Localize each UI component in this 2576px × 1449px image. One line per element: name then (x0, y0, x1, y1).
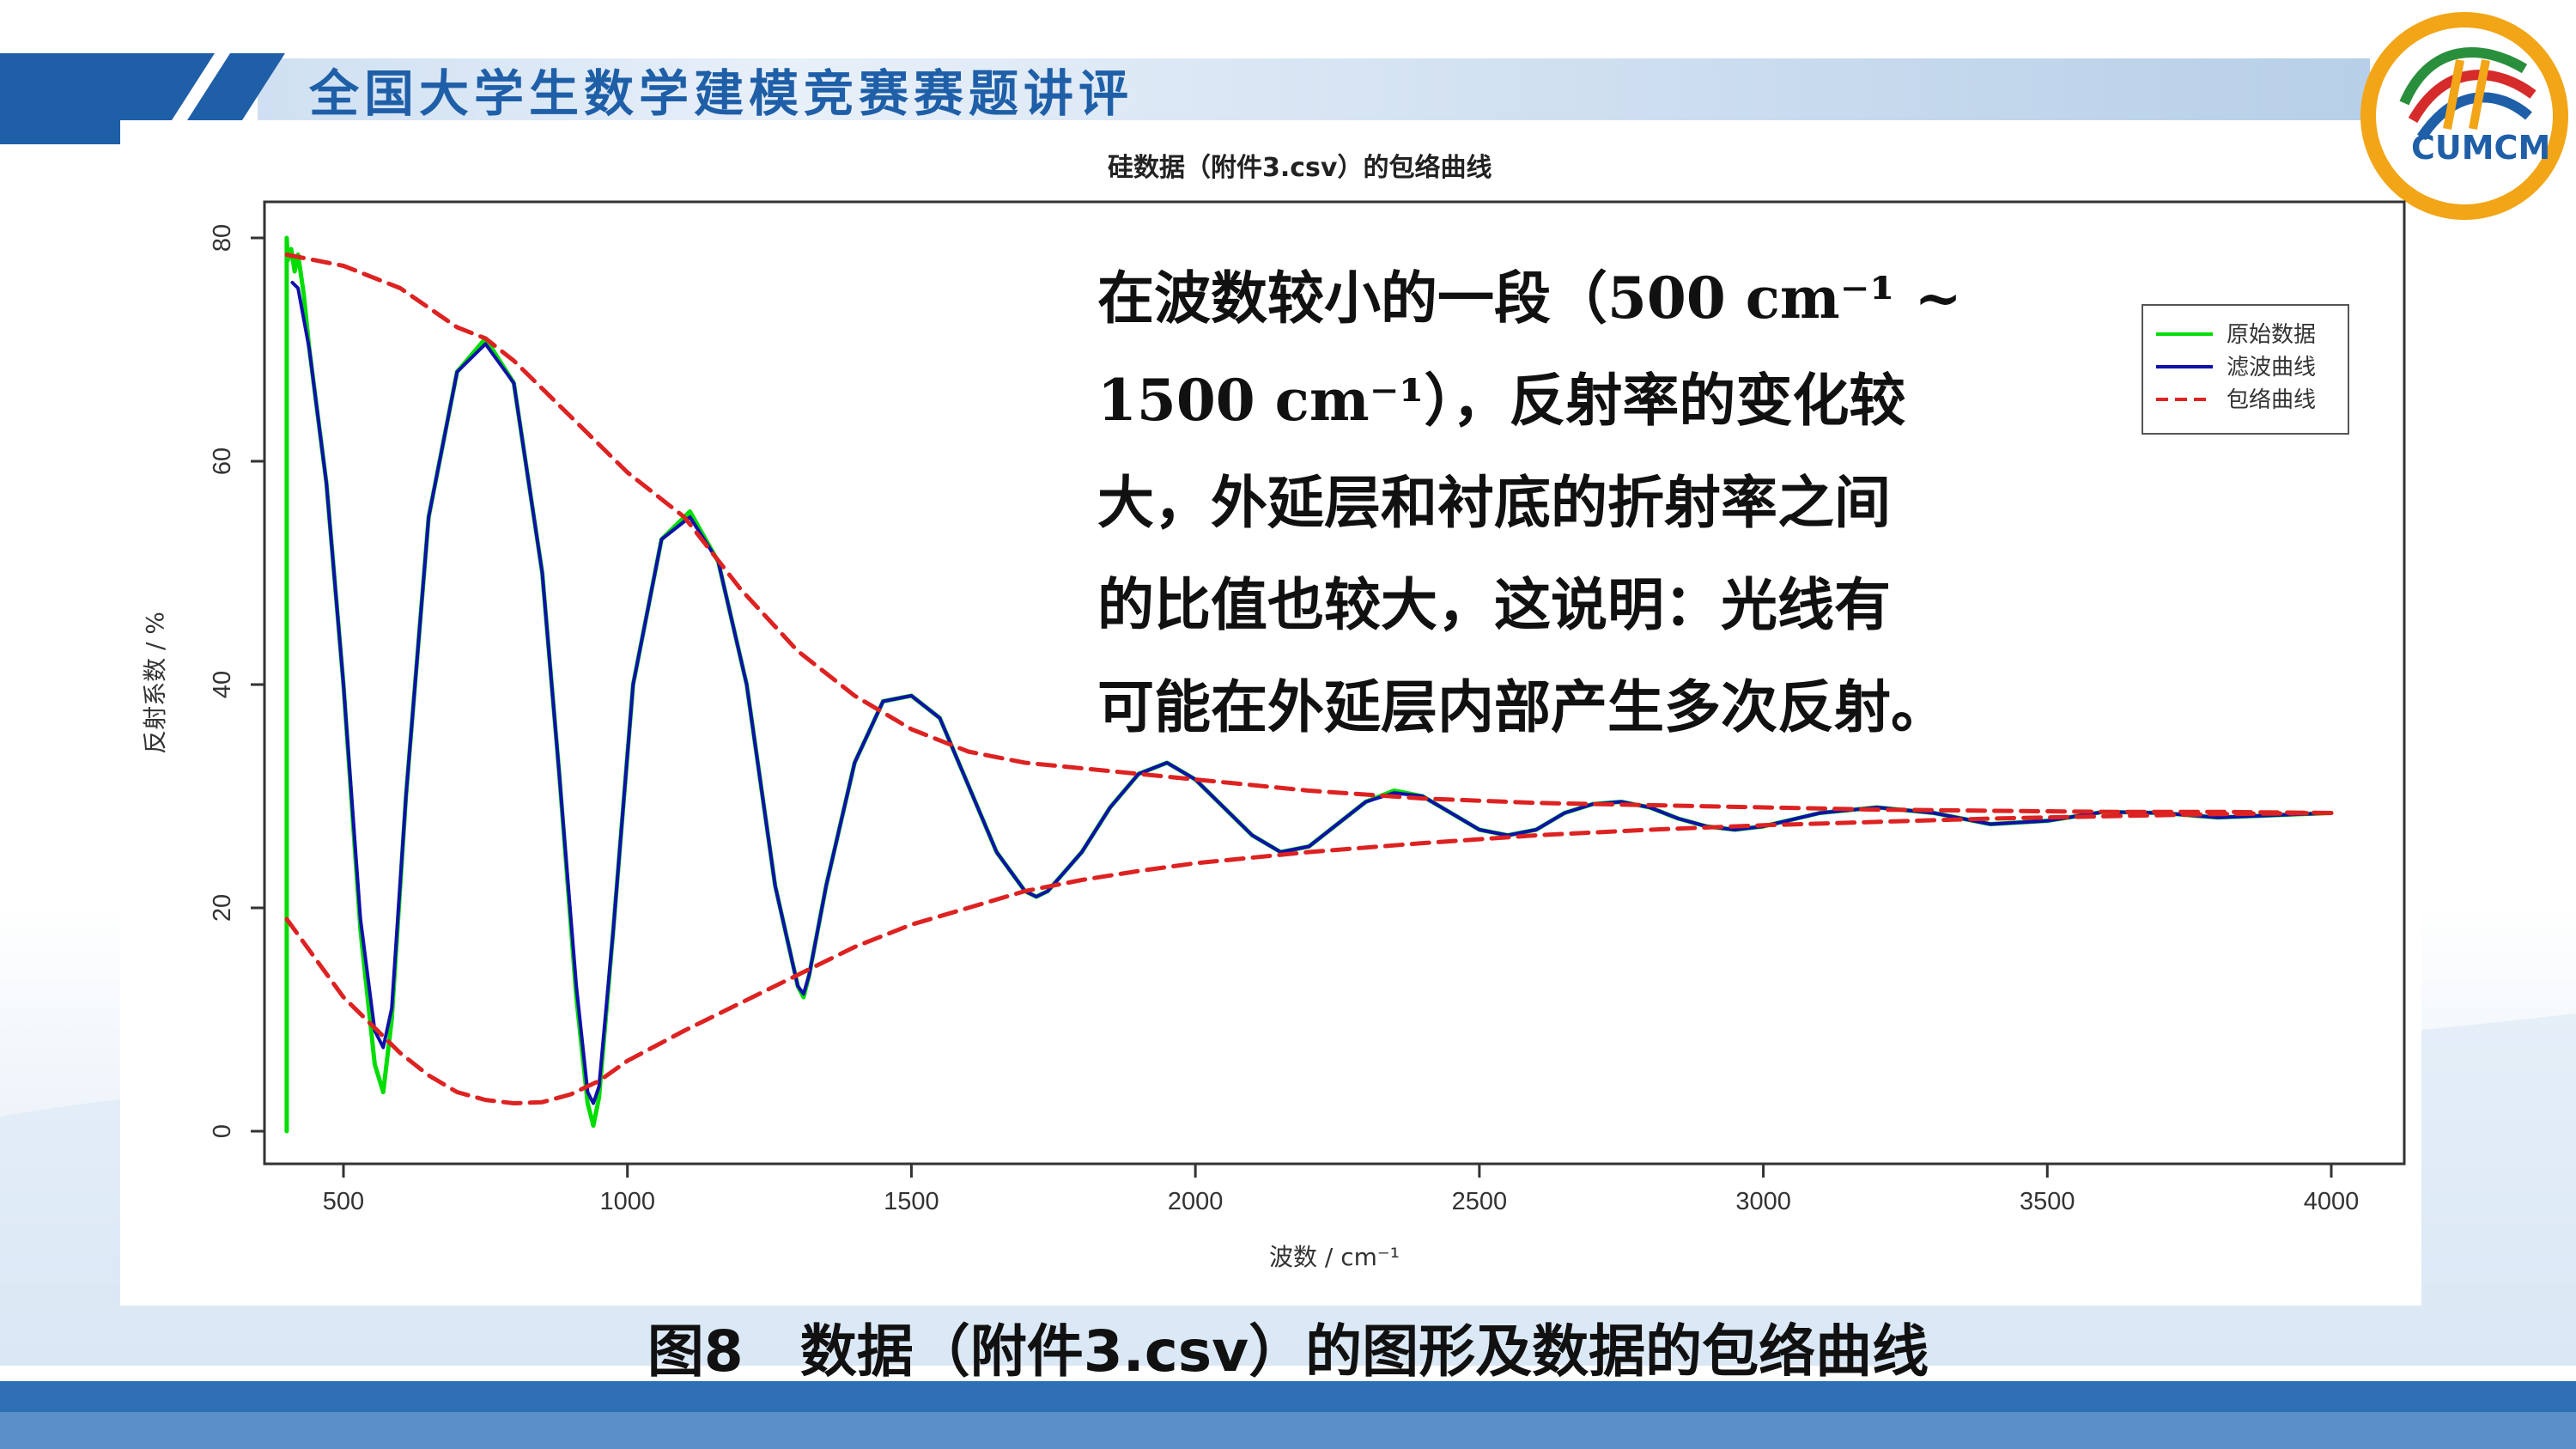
x-tick-label: 500 (323, 1188, 364, 1215)
legend-box (2142, 304, 2349, 435)
x-tick-label: 3000 (1735, 1188, 1791, 1215)
chart: 500 1000 1500 2000 2500 3000 3500 4000 0 20 40 60 80… (141, 200, 2406, 1271)
y-axis-label: 反射系数 / % (141, 612, 169, 754)
callout-line: 可能在外延层内部产生多次反射。 (1097, 673, 1947, 740)
callout-text-box: 在波数较小的一段（500 cm⁻¹ ~ 1500 cm⁻¹），反射率的变化较 大… (1097, 247, 2068, 758)
callout-line: 大，外延层和衬底的折射率之间 (1097, 469, 1891, 536)
y-tick-label: 80 (209, 224, 236, 252)
plot-frame (263, 200, 2406, 1166)
legend-label: 包络曲线 (2227, 387, 2316, 413)
callout-line: 1500 cm⁻¹），反射率的变化较 (1097, 367, 1906, 434)
x-tick-label: 1000 (599, 1188, 655, 1215)
x-tick-label: 1500 (884, 1188, 939, 1215)
series-line-3 (284, 253, 2334, 815)
cumcm-logo (2360, 12, 2568, 220)
y-tick-label: 60 (209, 447, 236, 475)
slide-title: 全国大学生数学建模竞赛赛题讲评 (309, 64, 1134, 123)
callout-line: 在波数较小的一段（500 cm⁻¹ ~ (1097, 265, 1962, 332)
legend-label: 原始数据 (2227, 322, 2316, 348)
chart-title: 硅数据（附件3.csv）的包络曲线 (1108, 153, 1492, 183)
series-line-4 (284, 811, 2334, 1105)
y-tick-label: 0 (209, 1124, 236, 1138)
y-tick-label: 20 (209, 894, 236, 922)
x-tick-label: 4000 (2304, 1188, 2360, 1215)
x-axis-label: 波数 / cm⁻¹ (1269, 1243, 1400, 1271)
figure-caption: 图8 数据（附件3.csv）的图形及数据的包络曲线 (647, 1318, 1929, 1385)
legend-label: 滤波曲线 (2227, 355, 2316, 381)
callout-line: 的比值也较大，这说明：光线有 (1097, 571, 1891, 638)
x-tick-label: 2000 (1168, 1188, 1224, 1215)
logo-text: CUMCM (2411, 129, 2551, 167)
y-tick-label: 40 (209, 671, 236, 698)
x-tick-label: 3500 (2020, 1188, 2075, 1215)
x-tick-label: 2500 (1452, 1188, 1508, 1215)
